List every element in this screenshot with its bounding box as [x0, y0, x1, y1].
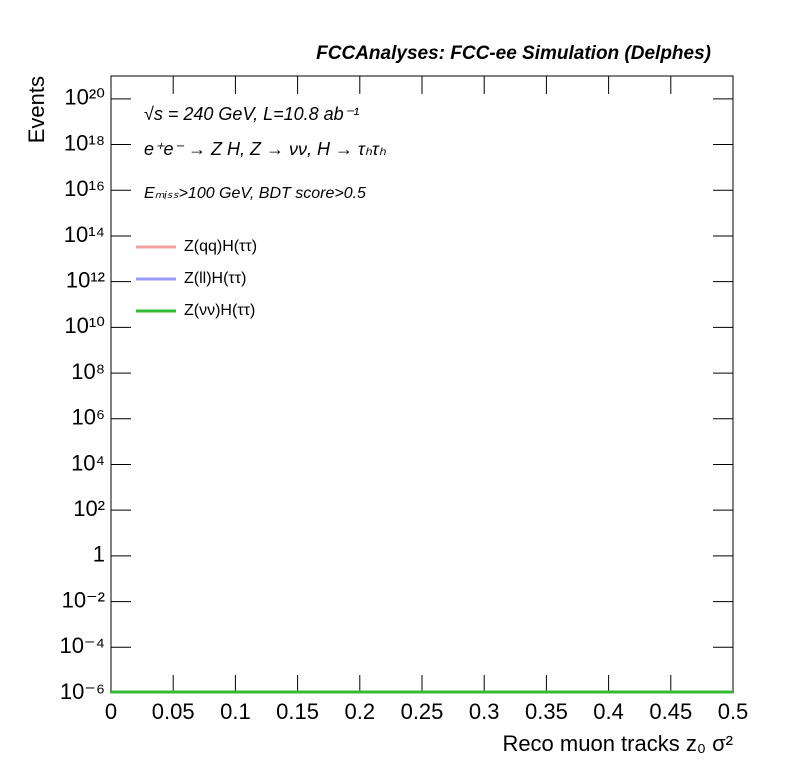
x-tick-label: 0.45	[649, 699, 692, 724]
legend-label: Z(qq)H(ττ)	[184, 238, 257, 255]
y-tick-label: 10¹⁴	[64, 222, 105, 247]
y-tick-label: 10⁴	[71, 450, 105, 475]
legend-label: Z(ll)H(ττ)	[184, 270, 246, 287]
y-tick-label: 10¹⁸	[64, 130, 105, 155]
y-tick-label: 10²⁰	[64, 85, 105, 110]
x-tick-label: 0.3	[469, 699, 500, 724]
legend-label: Z(νν)H(ττ)	[184, 302, 255, 319]
x-tick-label: 0.1	[220, 699, 251, 724]
y-axis-label: Events	[24, 76, 49, 143]
chart-title: FCCAnalyses: FCC-ee Simulation (Delphes)	[316, 43, 711, 64]
x-tick-label: 0.05	[152, 699, 195, 724]
annotation: √s = 240 GeV, L=10.8 ab⁻¹	[144, 104, 359, 124]
y-tick-label: 10⁻⁴	[59, 633, 105, 658]
y-tick-label: 10⁶	[71, 405, 105, 430]
y-tick-label: 10⁻⁶	[60, 679, 105, 704]
y-tick-label: 10²	[73, 496, 105, 521]
x-tick-label: 0.4	[593, 699, 624, 724]
y-tick-label: 10¹²	[66, 267, 105, 292]
y-tick-label: 10⁻²	[62, 587, 105, 612]
x-tick-label: 0.25	[401, 699, 444, 724]
y-tick-label: 10¹⁰	[64, 313, 105, 338]
annotation: e⁺e⁻ → Z H, Z → νν, H → τₕτₕ	[144, 139, 387, 159]
x-tick-label: 0.5	[718, 699, 749, 724]
annotation: Eₘᵢₛₛ>100 GeV, BDT score>0.5	[144, 185, 366, 202]
x-tick-label: 0.15	[276, 699, 319, 724]
y-tick-label: 10¹⁶	[64, 176, 105, 201]
x-tick-label: 0.35	[525, 699, 568, 724]
x-tick-label: 0	[105, 699, 117, 724]
y-tick-label: 1	[93, 542, 105, 567]
x-axis-label: Reco muon tracks z₀ σ²	[502, 731, 733, 756]
x-tick-label: 0.2	[345, 699, 376, 724]
y-tick-label: 10⁸	[71, 359, 105, 384]
